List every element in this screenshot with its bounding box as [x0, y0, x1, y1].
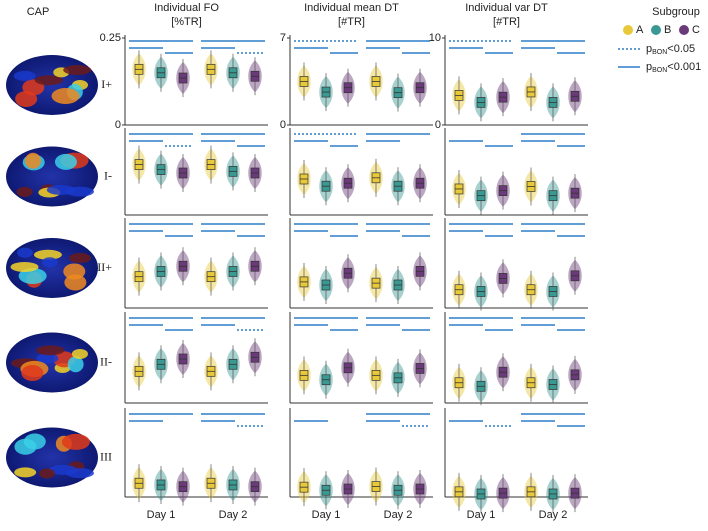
brain-patch [67, 356, 84, 373]
brain-patch [10, 261, 39, 272]
legend-threshold: <0.05 [667, 43, 695, 55]
panel-subtitle: [#TR] [493, 16, 520, 28]
cap-header: CAP [27, 6, 50, 18]
x-tick-label: Day 2 [219, 509, 248, 521]
brain-patch [21, 364, 44, 381]
y-tick-label: 0 [115, 119, 121, 131]
brain-patch [41, 257, 58, 268]
row-label: II- [100, 354, 112, 368]
panel-title: Individual FO [154, 2, 219, 14]
panel-subtitle: [#TR] [338, 16, 365, 28]
brain-patch [68, 253, 91, 264]
legend-swatch [651, 25, 661, 35]
legend-threshold: <0.001 [667, 61, 701, 73]
legend-subscript: BON [652, 67, 667, 74]
brain-patch [36, 345, 65, 356]
legend-swatch [623, 25, 633, 35]
x-tick-label: Day 1 [147, 509, 176, 521]
brain-patch [15, 90, 38, 107]
brain-patch [36, 353, 59, 364]
brain-patch [71, 348, 88, 359]
brain-patch [65, 468, 94, 479]
brain-patch [24, 152, 41, 169]
x-tick-label: Day 1 [467, 509, 496, 521]
row-label: III [100, 449, 112, 463]
brain-patch [61, 433, 90, 450]
legend-title: Subgroup [652, 6, 700, 18]
y-tick-label: 7 [280, 32, 286, 44]
legend-label: pBON<0.05 [646, 43, 695, 56]
legend-label: A [636, 24, 644, 36]
x-tick-label: Day 2 [384, 509, 413, 521]
brain-patch [18, 267, 47, 284]
brain-images [6, 55, 98, 488]
y-tick-label: 0 [280, 119, 286, 131]
brain-patch [23, 433, 46, 450]
brain-patch [13, 70, 36, 81]
brain-patch [14, 467, 37, 478]
brain-patch [51, 87, 80, 104]
brain-patch [16, 247, 33, 258]
brain-patch [34, 75, 63, 86]
legend-label: B [664, 24, 671, 36]
legend-symbol: p [646, 43, 652, 55]
row-label: I+ [101, 77, 112, 91]
legend-subscript: BON [652, 49, 667, 56]
panel-title: Individual var DT [465, 2, 548, 14]
y-tick-label: 0.25 [100, 32, 121, 44]
brain-patch [38, 468, 55, 479]
legend-label: C [692, 24, 700, 36]
panel-title: Individual mean DT [304, 2, 399, 14]
x-tick-label: Day 2 [539, 509, 568, 521]
brain-patch [63, 263, 86, 280]
y-tick-label: 0 [435, 119, 441, 131]
brain-patch [46, 184, 75, 195]
legend-swatch [679, 25, 689, 35]
legend-label: pBON<0.001 [646, 61, 701, 74]
panel-subtitle: [%TR] [171, 16, 202, 28]
row-label: II+ [97, 260, 112, 274]
y-tick-label: 10 [429, 32, 441, 44]
brain-patch [63, 65, 92, 76]
legend-symbol: p [646, 61, 652, 73]
brain-patch [16, 186, 33, 197]
brain-patch [54, 153, 77, 170]
row-label: I- [104, 168, 112, 182]
brain-patch [33, 249, 62, 260]
x-tick-label: Day 1 [312, 509, 341, 521]
